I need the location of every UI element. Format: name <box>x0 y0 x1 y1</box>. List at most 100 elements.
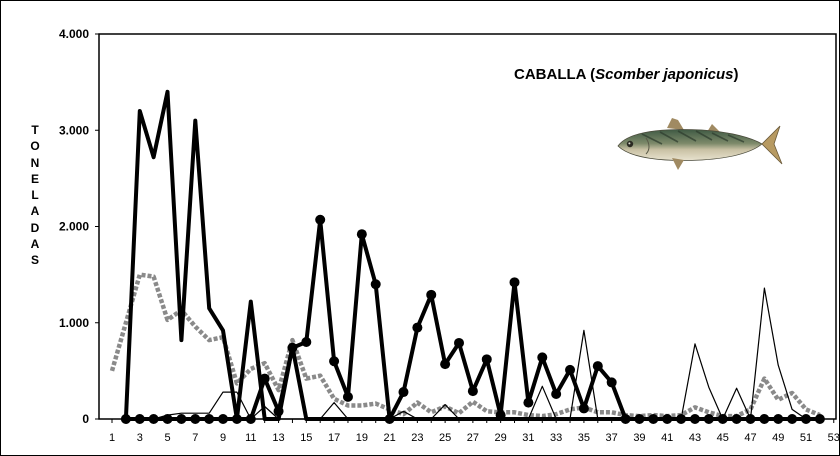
x-tick-label: 45 <box>717 432 729 444</box>
data-point-marker <box>634 414 645 424</box>
y-axis-label-letter: L <box>31 188 39 203</box>
data-point-marker <box>370 279 381 290</box>
data-point-marker <box>745 414 756 424</box>
data-point-marker <box>134 414 145 424</box>
data-point-marker <box>509 277 520 288</box>
data-point-marker <box>606 377 617 388</box>
x-tick-label: 49 <box>772 432 784 444</box>
chart-title: CABALLA (Scomber japonicus) <box>514 66 739 83</box>
data-point-marker <box>801 414 811 424</box>
data-point-marker <box>162 414 173 424</box>
y-axis-label-letter: A <box>30 237 40 252</box>
y-axis-label-letter: T <box>31 123 39 137</box>
data-point-marker <box>412 322 423 333</box>
x-axis: 1 3 5 7 9 11 13 15 17 19 21 23 25 27 29 31 33 35 37 39 41 43 4… <box>109 419 840 444</box>
x-tick-label: 33 <box>550 432 562 444</box>
x-tick-label: 27 <box>467 432 479 444</box>
data-point-marker <box>731 414 742 424</box>
x-tick-label: 39 <box>633 432 645 444</box>
series-layer <box>109 89 825 424</box>
plot-area <box>98 33 837 420</box>
x-tick-label: 5 <box>164 432 170 444</box>
data-point-marker <box>592 361 603 372</box>
data-point-marker <box>426 289 437 300</box>
x-tick-label: 25 <box>439 432 451 444</box>
x-tick-label: 21 <box>383 432 395 444</box>
y-axis-label-letter: A <box>30 204 40 219</box>
data-point-marker <box>689 414 700 424</box>
data-point-marker <box>620 414 631 424</box>
x-tick-label: 47 <box>744 432 756 444</box>
data-point-marker <box>315 214 326 225</box>
x-tick-label: 7 <box>192 432 198 444</box>
x-tick-label: 53 <box>828 432 840 444</box>
y-tick-label: 2.000 <box>59 220 89 234</box>
x-tick-label: 3 <box>137 432 143 444</box>
data-point-marker <box>245 414 256 424</box>
data-point-marker <box>814 414 825 424</box>
data-point-marker <box>287 342 298 353</box>
x-tick-label: 29 <box>495 432 507 444</box>
data-point-marker <box>204 414 215 424</box>
x-tick-label: 9 <box>220 432 226 444</box>
y-axis-label-letter: E <box>30 171 39 186</box>
data-point-marker <box>148 414 159 424</box>
species-name: Scomber japonicus <box>595 66 734 83</box>
data-point-marker <box>342 391 353 402</box>
data-point-marker <box>481 354 492 365</box>
data-point-marker <box>787 414 798 424</box>
data-point-marker <box>329 356 340 367</box>
y-axis-label-letter: S <box>30 253 39 268</box>
data-point-marker <box>273 406 284 417</box>
data-point-marker <box>495 410 506 421</box>
x-tick-label: 23 <box>411 432 423 444</box>
data-point-marker <box>467 386 478 397</box>
data-point-marker <box>356 229 367 240</box>
x-tick-label: 13 <box>272 432 284 444</box>
x-tick-label: 35 <box>578 432 590 444</box>
x-tick-label: 11 <box>245 432 256 444</box>
data-point-marker <box>648 414 659 424</box>
y-axis-label-letter: N <box>30 155 40 170</box>
x-tick-label: 31 <box>522 432 534 444</box>
data-point-marker <box>703 414 714 424</box>
data-point-marker <box>759 414 770 424</box>
x-tick-label: 1 <box>109 432 115 444</box>
data-point-marker <box>537 352 548 363</box>
y-axis: 0 1.000 2.000 3.000 4.000 <box>59 27 99 426</box>
data-point-marker <box>398 387 409 398</box>
x-tick-label: 17 <box>328 432 340 444</box>
series-line-gray-dotted <box>109 272 821 419</box>
y-axis-label-letter: O <box>30 139 40 154</box>
data-point-marker <box>565 364 576 375</box>
data-point-marker <box>218 414 229 424</box>
mackerel-fish-image <box>617 118 783 170</box>
data-point-marker <box>190 414 201 424</box>
data-point-marker <box>454 337 464 348</box>
data-point-marker <box>578 403 589 414</box>
data-point-marker <box>662 414 673 424</box>
x-tick-label: 37 <box>606 432 618 444</box>
data-point-marker <box>301 337 312 347</box>
data-point-marker <box>551 388 562 399</box>
data-point-marker <box>717 414 728 424</box>
data-point-marker <box>523 397 534 408</box>
data-point-marker <box>120 414 131 424</box>
data-point-marker <box>384 414 395 424</box>
x-tick-label: 19 <box>356 432 368 444</box>
data-point-marker <box>231 414 242 424</box>
y-tick-label: 0 <box>82 412 89 426</box>
x-tick-label: 15 <box>300 432 312 444</box>
data-point-marker <box>259 373 270 384</box>
y-axis-label-letter: D <box>30 220 40 235</box>
data-point-marker <box>440 359 451 370</box>
x-tick-label: 51 <box>800 432 812 444</box>
x-tick-label: 41 <box>661 432 673 444</box>
data-point-marker <box>176 414 187 424</box>
y-tick-label: 4.000 <box>59 27 89 41</box>
data-point-marker <box>773 414 784 424</box>
data-point-marker <box>676 414 687 424</box>
